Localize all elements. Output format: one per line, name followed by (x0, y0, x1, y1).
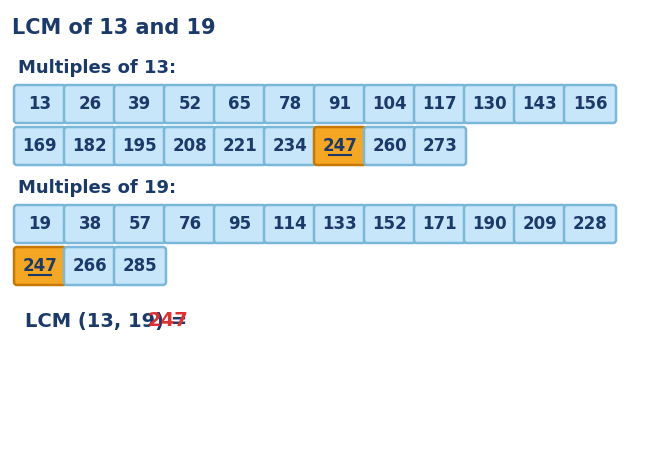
FancyBboxPatch shape (314, 127, 366, 165)
Text: 152: 152 (373, 215, 407, 233)
Text: 65: 65 (228, 95, 252, 113)
FancyBboxPatch shape (214, 205, 266, 243)
Text: LCM (13, 19) =: LCM (13, 19) = (25, 311, 194, 330)
Text: 247: 247 (148, 311, 189, 330)
Text: LCM of 13 and 19: LCM of 13 and 19 (12, 18, 216, 38)
Text: 266: 266 (73, 257, 107, 275)
Text: 130: 130 (473, 95, 507, 113)
FancyBboxPatch shape (514, 205, 566, 243)
Text: 182: 182 (73, 137, 107, 155)
Text: 13: 13 (28, 95, 52, 113)
Text: 247: 247 (322, 137, 357, 155)
Text: 156: 156 (573, 95, 607, 113)
Text: 52: 52 (179, 95, 201, 113)
Text: 38: 38 (78, 215, 101, 233)
FancyBboxPatch shape (64, 247, 116, 285)
FancyBboxPatch shape (364, 127, 416, 165)
Text: 95: 95 (228, 215, 252, 233)
Text: 285: 285 (122, 257, 158, 275)
Text: 76: 76 (179, 215, 201, 233)
FancyBboxPatch shape (214, 85, 266, 123)
FancyBboxPatch shape (64, 127, 116, 165)
Text: 221: 221 (222, 137, 258, 155)
Text: 171: 171 (423, 215, 457, 233)
FancyBboxPatch shape (364, 205, 416, 243)
Text: 273: 273 (422, 137, 457, 155)
FancyBboxPatch shape (564, 85, 616, 123)
Text: 247: 247 (23, 257, 58, 275)
FancyBboxPatch shape (314, 85, 366, 123)
Text: 228: 228 (573, 215, 607, 233)
Text: 39: 39 (128, 95, 152, 113)
Text: 114: 114 (273, 215, 307, 233)
Text: 133: 133 (322, 215, 357, 233)
Text: 117: 117 (423, 95, 457, 113)
FancyBboxPatch shape (464, 205, 516, 243)
FancyBboxPatch shape (414, 85, 466, 123)
FancyBboxPatch shape (464, 85, 516, 123)
FancyBboxPatch shape (114, 247, 166, 285)
Text: 78: 78 (279, 95, 302, 113)
Text: 91: 91 (328, 95, 352, 113)
FancyBboxPatch shape (114, 205, 166, 243)
FancyBboxPatch shape (214, 127, 266, 165)
Text: 195: 195 (122, 137, 158, 155)
FancyBboxPatch shape (64, 85, 116, 123)
FancyBboxPatch shape (414, 205, 466, 243)
Text: 209: 209 (522, 215, 557, 233)
FancyBboxPatch shape (164, 85, 216, 123)
FancyBboxPatch shape (164, 127, 216, 165)
FancyBboxPatch shape (64, 205, 116, 243)
FancyBboxPatch shape (414, 127, 466, 165)
FancyBboxPatch shape (114, 127, 166, 165)
FancyBboxPatch shape (114, 85, 166, 123)
FancyBboxPatch shape (564, 205, 616, 243)
Text: 104: 104 (373, 95, 407, 113)
FancyBboxPatch shape (164, 205, 216, 243)
FancyBboxPatch shape (314, 205, 366, 243)
Text: 19: 19 (28, 215, 52, 233)
Text: 234: 234 (273, 137, 307, 155)
Text: 26: 26 (78, 95, 101, 113)
Text: Multiples of 13:: Multiples of 13: (18, 59, 176, 77)
FancyBboxPatch shape (14, 247, 66, 285)
Text: 143: 143 (522, 95, 557, 113)
FancyBboxPatch shape (14, 205, 66, 243)
FancyBboxPatch shape (364, 85, 416, 123)
FancyBboxPatch shape (264, 127, 316, 165)
Text: 57: 57 (128, 215, 152, 233)
Text: 169: 169 (23, 137, 58, 155)
Text: Multiples of 19:: Multiples of 19: (18, 179, 176, 197)
FancyBboxPatch shape (14, 127, 66, 165)
Text: 208: 208 (173, 137, 207, 155)
Text: 190: 190 (473, 215, 507, 233)
FancyBboxPatch shape (264, 205, 316, 243)
FancyBboxPatch shape (264, 85, 316, 123)
Text: 260: 260 (373, 137, 407, 155)
FancyBboxPatch shape (14, 85, 66, 123)
FancyBboxPatch shape (514, 85, 566, 123)
